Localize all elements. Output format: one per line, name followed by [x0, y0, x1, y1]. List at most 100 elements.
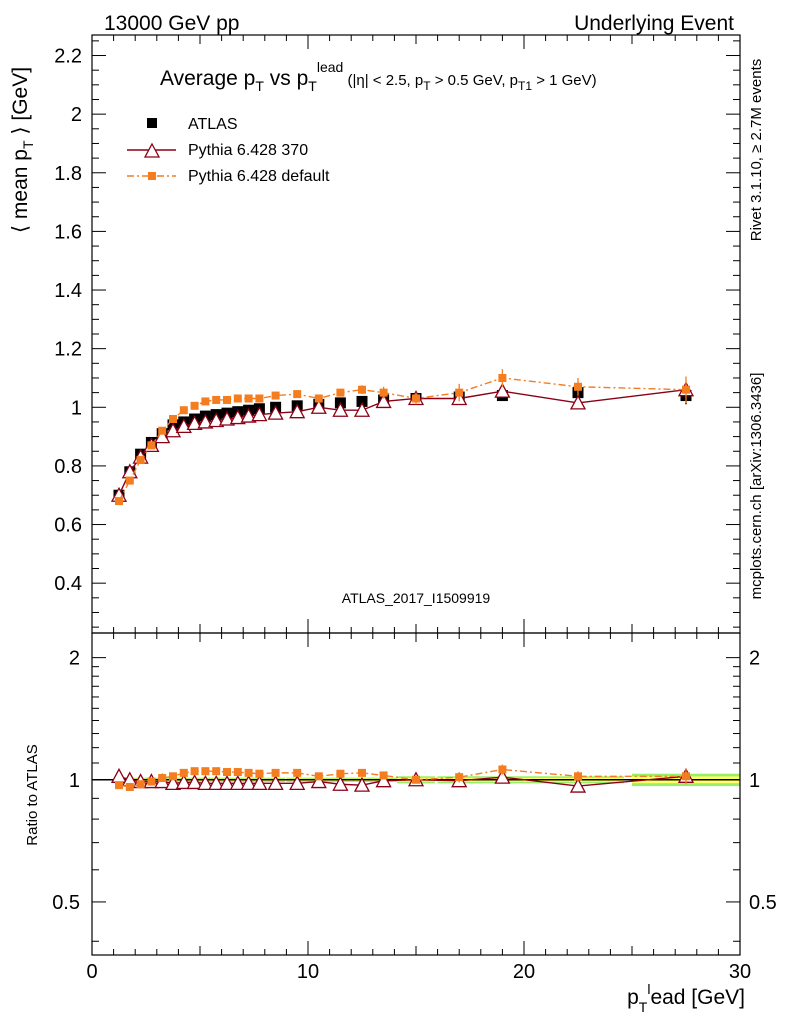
- legend-marker-p370: [143, 142, 161, 158]
- ratio-pythia-default-point: [136, 780, 145, 789]
- y-tick-label: 1: [71, 397, 82, 419]
- legend-label-pdef: Pythia 6.428 default: [188, 168, 330, 185]
- y-tick-label: 2.2: [54, 46, 82, 68]
- ratio-pythia-370-point: [332, 775, 349, 791]
- ratio-pythia-default-point: [455, 773, 464, 782]
- pythia-default-point: [244, 394, 253, 403]
- ratio-series-pythia-default: [115, 764, 690, 791]
- y-tick-label: 0.8: [54, 456, 82, 478]
- x-tick-label: 0: [86, 961, 97, 983]
- ratio-pythia-default-point: [125, 782, 134, 791]
- ratio-pythia-370-point: [494, 768, 511, 784]
- pythia-370-point: [569, 394, 587, 410]
- pythia-default-point: [455, 388, 464, 397]
- pythia-default-point: [314, 394, 323, 403]
- pythia-370-point: [229, 409, 246, 425]
- pythia-370-point: [208, 412, 225, 428]
- pythia-default-point: [158, 426, 167, 435]
- pythia-default-point: [358, 385, 366, 394]
- x-tick-label: 10: [297, 961, 319, 983]
- ratio-tick-label-right: 0.5: [749, 892, 777, 914]
- x-axis-label: pTlead [GeV]: [627, 981, 745, 1015]
- pythia-default-point: [136, 456, 145, 465]
- legend-label-atlas: ATLAS: [188, 116, 238, 133]
- ratio-pythia-370-point: [110, 767, 128, 783]
- y-tick-label: 1.4: [54, 280, 82, 302]
- ratio-pythia-370-point: [353, 776, 371, 792]
- pythia-default-point: [255, 394, 264, 403]
- ratio-pythia-370-point: [208, 774, 225, 790]
- plot-title: Average pT vs pTlead (|η| < 2.5, pT > 0.…: [160, 59, 597, 94]
- pythia-default-point: [498, 373, 507, 382]
- ratio-y-label: Ratio to ATLAS: [24, 744, 41, 845]
- ratio-tick-label: 0.5: [52, 892, 80, 914]
- pythia-370-point: [289, 403, 306, 419]
- ratio-pythia-default-point: [201, 767, 210, 776]
- atlas-point: [356, 395, 368, 407]
- ratio-pythia-370-point: [164, 774, 182, 790]
- ratio-pythia-default-point: [147, 777, 156, 786]
- pythia-default-point: [223, 395, 231, 404]
- pythia-370-point: [375, 393, 392, 409]
- ratio-pythia-370-point: [197, 774, 214, 790]
- ratio-pythia-default-point: [244, 768, 253, 777]
- analysis-label: ATLAS_2017_I1509919: [342, 590, 491, 606]
- ratio-pythia-default-point: [412, 775, 420, 784]
- ratio-pythia-370-point: [218, 774, 236, 790]
- ratio-pythia-default-point: [358, 768, 366, 777]
- ratio-panel: 0 10 20 30 0.5 0.5 1 1 2 2: [52, 35, 777, 983]
- pythia-370-point: [197, 413, 214, 429]
- ratio-pythia-default-point: [255, 769, 264, 778]
- ratio-pythia-370-point: [569, 777, 587, 793]
- ratio-pythia-default-point: [682, 772, 690, 781]
- pythia-default-point: [271, 391, 280, 400]
- ratio-pythia-370-point: [186, 774, 203, 790]
- y-tick-label: 0.6: [54, 515, 82, 537]
- pythia-default-point: [125, 476, 134, 485]
- ratio-pythia-default-point: [212, 767, 221, 776]
- pythia-default-point: [412, 394, 420, 403]
- mcplots-label: mcplots.cern.ch [arXiv:1306.3436]: [748, 373, 765, 600]
- pythia-370-point: [494, 382, 511, 398]
- pythia-370-point: [310, 398, 327, 414]
- y-tick-label: 1.6: [54, 221, 82, 243]
- x-ticks: 0 10 20 30: [86, 35, 751, 983]
- pythia-default-point: [212, 395, 221, 404]
- pythia-370-point: [186, 415, 203, 431]
- ratio-pythia-370-point: [240, 774, 257, 790]
- svg-text:⟨ mean pT ⟩ [GeV]: ⟨ mean pT ⟩ [GeV]: [9, 67, 36, 233]
- ratio-ticks: 0.5 0.5 1 1 2 2: [52, 648, 777, 942]
- ratio-pythia-default-point: [314, 772, 323, 781]
- ratio-tick-label-right: 2: [749, 648, 760, 670]
- pythia-default-point: [169, 415, 177, 424]
- pythia-default-point: [293, 390, 302, 399]
- pythia-370-point: [251, 406, 268, 422]
- y-tick-label: 2: [71, 104, 82, 126]
- pythia-370-line: [118, 389, 687, 496]
- pythia-default-point: [201, 397, 210, 406]
- pythia-default-point: [682, 385, 690, 394]
- ratio-pythia-370-point: [289, 774, 306, 790]
- pythia-370-point: [353, 401, 371, 417]
- series-pythia-370: [110, 381, 695, 502]
- x-tick-label: 30: [729, 961, 751, 983]
- y-tick-label: 1.8: [54, 163, 82, 185]
- ratio-tick-label-right: 1: [749, 770, 760, 792]
- ratio-pythia-default-point: [179, 768, 188, 777]
- pythia-370-point: [332, 401, 349, 417]
- pythia-default-point: [190, 401, 199, 410]
- ratio-pythia-default-point: [293, 768, 302, 777]
- ratio-pythia-default-point: [169, 772, 177, 781]
- main-panel: 0.4 0.6 0.8 1 1.2 1.4 1.6 1.8 2 2.2: [54, 34, 741, 634]
- svg-text:Average pT vs pTlead (|η| < 2.: Average pT vs pTlead (|η| < 2.5, pT > 0.…: [160, 59, 597, 94]
- legend: ATLAS Pythia 6.428 370 Pythia 6.428 defa…: [127, 116, 330, 185]
- y-tick-label: 0.4: [54, 573, 82, 595]
- ratio-pythia-default-point: [233, 768, 242, 777]
- ratio-pythia-370-point: [251, 774, 268, 790]
- pythia-370-point: [164, 422, 182, 438]
- ratio-frame: [91, 632, 741, 956]
- y-axis-label: ⟨ mean pT ⟩ [GeV]: [9, 67, 36, 233]
- y-ticks: 0.4 0.6 0.8 1 1.2 1.4 1.6 1.8 2 2.2: [54, 40, 740, 628]
- ratio-pythia-default-point: [115, 781, 123, 790]
